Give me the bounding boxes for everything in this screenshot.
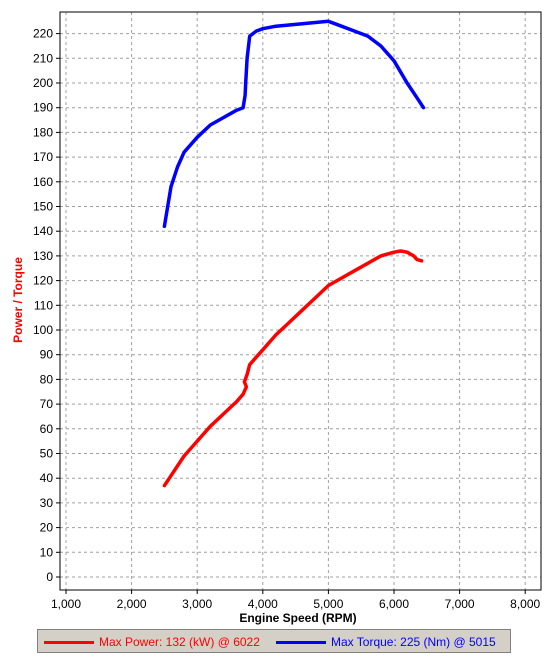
power-series-line xyxy=(162,249,424,488)
y-tick-label: 190 xyxy=(33,101,53,115)
grid xyxy=(60,12,541,590)
y-axis-title: Power / Torque xyxy=(11,257,25,343)
y-tick-label: 210 xyxy=(33,51,53,65)
y-tick-label: 30 xyxy=(40,496,54,510)
legend-swatch-power xyxy=(44,640,94,644)
x-tick-label: 2,000 xyxy=(117,597,147,611)
x-tick-label: 4,000 xyxy=(248,597,278,611)
x-tick-label: 8,000 xyxy=(510,597,540,611)
y-axis: 0 10 20 30 40 50 60 70 80 90 100 110 120 130 140 150 160… xyxy=(33,27,60,584)
y-tick-label: 110 xyxy=(34,298,53,312)
y-tick-label: 80 xyxy=(40,372,54,386)
legend-item-torque: Max Torque: 225 (Nm) @ 5015 xyxy=(276,634,496,650)
y-tick-label: 90 xyxy=(40,348,54,362)
y-tick-label: 120 xyxy=(33,274,53,288)
y-tick-label: 140 xyxy=(33,224,53,238)
legend-swatch-torque xyxy=(276,640,326,644)
y-tick-label: 60 xyxy=(40,422,54,436)
torque-series-line xyxy=(162,19,426,229)
x-axis: 1,000 2,000 3,000 4,000 5,000 6,000 7,000 8,000 xyxy=(51,590,541,611)
legend-item-power: Max Power: 132 (kW) @ 6022 xyxy=(44,634,260,650)
x-tick-label: 5,000 xyxy=(313,597,343,611)
legend-label-power: Max Power: 132 (kW) @ 6022 xyxy=(99,635,260,649)
y-tick-label: 160 xyxy=(33,175,53,189)
x-tick-label: 3,000 xyxy=(182,597,212,611)
x-tick-label: 6,000 xyxy=(379,597,409,611)
x-tick-label: 1,000 xyxy=(51,597,81,611)
y-tick-label: 220 xyxy=(33,27,53,41)
y-tick-label: 50 xyxy=(40,447,54,461)
y-tick-label: 100 xyxy=(33,323,53,337)
y-tick-label: 40 xyxy=(40,471,54,485)
y-tick-label: 170 xyxy=(33,150,53,164)
y-tick-label: 130 xyxy=(33,249,53,263)
y-tick-label: 10 xyxy=(40,545,54,559)
y-tick-label: 20 xyxy=(40,521,54,535)
y-tick-label: 180 xyxy=(33,125,53,139)
x-tick-label: 7,000 xyxy=(445,597,475,611)
y-tick-label: 150 xyxy=(33,200,53,214)
y-tick-label: 0 xyxy=(46,570,53,584)
y-tick-label: 200 xyxy=(33,76,53,90)
legend: Max Power: 132 (kW) @ 6022 Max Torque: 2… xyxy=(37,629,511,653)
series-group xyxy=(162,19,426,488)
plot-frame xyxy=(59,11,542,591)
legend-label-torque: Max Torque: 225 (Nm) @ 5015 xyxy=(331,635,496,649)
x-axis-title: Engine Speed (RPM) xyxy=(239,611,356,625)
y-tick-label: 70 xyxy=(40,397,54,411)
